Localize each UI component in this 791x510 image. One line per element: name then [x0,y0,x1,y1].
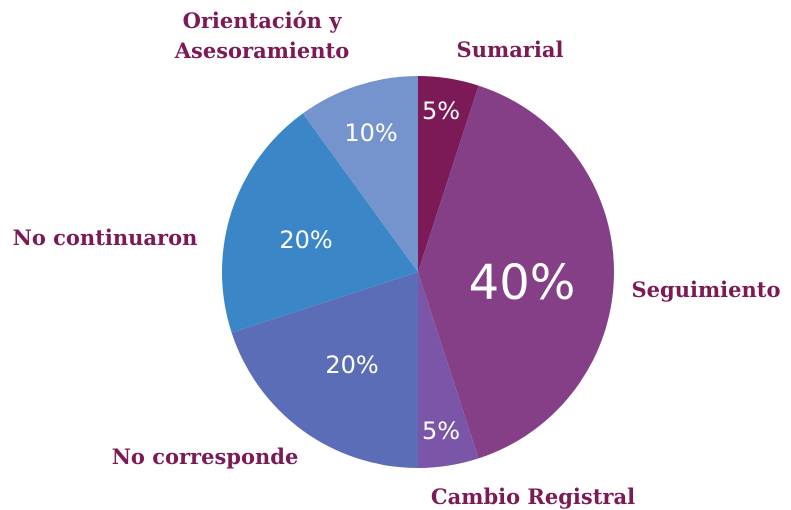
pie-slice [302,76,418,272]
value-label: 40% [469,255,576,311]
pie-slice [418,272,479,468]
category-label: Seguimiento [631,277,781,302]
category-label: No corresponde [111,444,299,469]
pie-slice [418,85,614,459]
value-label: 5% [422,417,460,445]
category-label: Sumarial [456,37,564,62]
value-label: 5% [422,97,460,125]
pie-slice [222,113,418,333]
category-label: No continuaron [12,225,198,250]
value-label: 10% [344,119,397,147]
category-label: Orientación y Asesoramiento [174,8,350,63]
value-label: 20% [279,226,332,254]
category-label: Cambio Registral [430,484,636,509]
pie-slice [231,272,418,468]
pie-slice [418,76,479,272]
value-label: 20% [325,351,378,379]
